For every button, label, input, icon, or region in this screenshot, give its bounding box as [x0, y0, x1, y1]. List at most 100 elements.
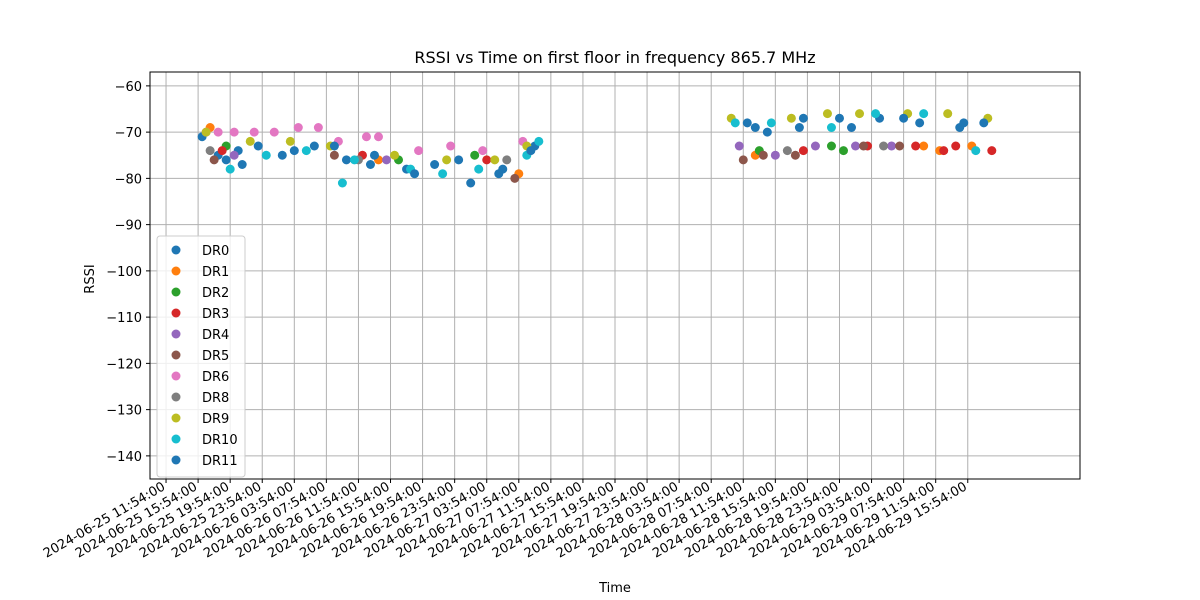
data-point-dr4 — [887, 141, 897, 151]
data-point-dr6 — [269, 127, 279, 137]
data-point-dr11 — [526, 146, 536, 156]
y-tick-label: −140 — [106, 450, 142, 465]
data-point-dr10 — [730, 118, 740, 128]
legend-label: DR10 — [202, 433, 238, 448]
legend-marker — [171, 308, 181, 318]
data-point-dr5 — [895, 141, 905, 151]
data-point-dr8 — [205, 146, 215, 156]
legend-label: DR5 — [202, 349, 229, 364]
y-tick-label: −100 — [106, 265, 142, 280]
data-point-dr0 — [365, 160, 375, 169]
y-tick-label: −130 — [106, 404, 142, 419]
data-point-dr6 — [446, 141, 456, 151]
data-point-dr10 — [225, 164, 235, 174]
data-point-dr9 — [822, 109, 832, 119]
data-point-dr4 — [851, 141, 861, 151]
data-point-dr0 — [915, 118, 925, 128]
legend-label: DR8 — [202, 391, 229, 406]
legend-marker — [171, 245, 181, 255]
data-point-dr3 — [951, 141, 961, 151]
data-point-dr0 — [466, 178, 476, 188]
data-point-dr10 — [971, 146, 981, 156]
legend-marker — [171, 455, 181, 465]
data-point-dr6 — [213, 127, 223, 137]
data-point-dr10 — [337, 178, 347, 188]
data-point-dr10 — [534, 136, 544, 146]
data-point-dr11 — [237, 160, 247, 169]
legend-marker — [171, 266, 181, 276]
legend: DR0 DR1 DR2 DR3 DR4 DR5 DR6 DR8 DR9 DR10 DR11 — [156, 235, 246, 478]
data-point-dr11 — [289, 146, 299, 156]
data-point-dr11 — [979, 118, 989, 128]
legend-label: DR1 — [202, 265, 229, 280]
data-point-dr9 — [855, 109, 865, 119]
data-point-dr4 — [810, 141, 820, 151]
data-point-dr0 — [834, 113, 844, 123]
data-point-dr9 — [490, 155, 500, 165]
data-point-dr0 — [742, 118, 752, 128]
data-point-dr6 — [361, 132, 371, 142]
legend-label: DR2 — [202, 286, 229, 301]
data-point-dr9 — [943, 109, 953, 119]
data-point-dr0 — [762, 127, 772, 137]
data-point-dr4 — [770, 150, 780, 160]
data-point-dr3 — [911, 141, 921, 151]
legend-label: DR0 — [202, 244, 229, 259]
data-point-dr9 — [245, 136, 255, 146]
data-point-dr11 — [794, 123, 804, 132]
data-point-dr11 — [221, 155, 231, 165]
data-point-dr6 — [313, 123, 323, 132]
data-point-dr0 — [341, 155, 351, 165]
legend-marker — [171, 329, 181, 339]
data-point-dr2 — [838, 146, 848, 156]
legend-label: DR4 — [202, 328, 229, 343]
legend-label: DR6 — [202, 370, 229, 385]
data-point-dr3 — [987, 146, 997, 156]
data-point-dr10 — [826, 123, 836, 132]
data-point-dr5 — [329, 150, 339, 160]
y-axis-label: RSSI — [83, 264, 98, 293]
data-point-dr10 — [766, 118, 776, 128]
data-point-dr10 — [919, 109, 929, 119]
y-tick-label: −60 — [115, 80, 142, 95]
data-point-dr0 — [277, 150, 287, 160]
data-point-dr9 — [201, 127, 211, 137]
legend-marker — [171, 371, 181, 381]
data-point-dr4 — [229, 150, 239, 160]
data-point-dr6 — [373, 132, 383, 142]
data-point-dr9 — [442, 155, 452, 165]
data-point-dr4 — [382, 155, 392, 165]
data-point-dr11 — [454, 155, 464, 165]
data-point-dr11 — [847, 123, 857, 132]
data-point-dr8 — [879, 141, 889, 151]
y-tick-label: −110 — [106, 311, 142, 326]
data-point-dr2 — [826, 141, 836, 151]
data-point-dr1 — [919, 141, 929, 151]
data-point-dr9 — [285, 136, 295, 146]
data-point-dr5 — [859, 141, 869, 151]
data-point-dr10 — [871, 109, 881, 119]
data-point-dr11 — [498, 164, 508, 174]
y-axis: −60 −70 −80 −90 −100 −110 −120 −130 −140 — [106, 80, 150, 465]
data-point-dr5 — [209, 155, 219, 165]
data-point-dr9 — [390, 150, 400, 160]
data-point-dr11 — [369, 150, 379, 160]
data-point-dr8 — [782, 146, 792, 156]
data-point-dr10 — [301, 146, 311, 156]
data-point-dr6 — [478, 146, 488, 156]
data-point-dr6 — [414, 146, 424, 156]
data-point-dr4 — [734, 141, 744, 151]
data-point-dr6 — [229, 127, 239, 137]
data-point-dr6 — [249, 127, 259, 137]
data-point-dr8 — [502, 155, 512, 165]
legend-label: DR9 — [202, 412, 229, 427]
data-point-dr0 — [430, 160, 440, 169]
x-axis-label: Time — [598, 581, 631, 596]
data-point-dr3 — [798, 146, 808, 156]
y-tick-label: −80 — [115, 172, 142, 187]
data-point-dr11 — [750, 123, 760, 132]
data-point-dr2 — [470, 150, 480, 160]
data-point-dr11 — [329, 141, 339, 151]
